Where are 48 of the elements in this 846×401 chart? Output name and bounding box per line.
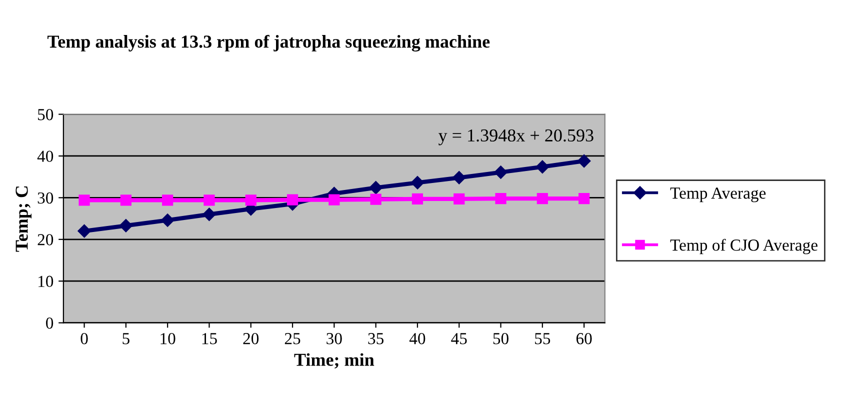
- point: [162, 194, 174, 206]
- point: [536, 160, 550, 174]
- x-tick-label: 10: [160, 333, 176, 344]
- point: [410, 176, 424, 190]
- point: [495, 192, 506, 204]
- y-tick-label: 40: [37, 150, 54, 162]
- point: [119, 219, 133, 232]
- point: [577, 154, 591, 168]
- point: [454, 193, 465, 204]
- point: [204, 194, 215, 206]
- y-tick-label: 10: [38, 276, 54, 288]
- annotation: y = 1.3948x + 20.593: [438, 129, 594, 146]
- y-tick-label: 30: [38, 192, 54, 204]
- point: [245, 194, 256, 206]
- chart-title: Temp analysis at 13.3 rpm of jatropha squeezing machine: [47, 34, 490, 52]
- x-tick-label: 35: [368, 333, 384, 344]
- x-tick-label: 0: [80, 333, 88, 344]
- x-tick-label: 50: [493, 333, 508, 344]
- legend-label: Temp Average: [670, 188, 766, 202]
- x-axis-title: Time; min: [294, 353, 374, 369]
- y-axis-title: Temp; C: [16, 186, 32, 252]
- x-tick-label: 15: [202, 333, 217, 344]
- x-tick-label: 30: [326, 333, 342, 344]
- x-tick-label: 25: [284, 333, 300, 344]
- x-tick-label: 20: [243, 333, 259, 344]
- point: [494, 166, 508, 179]
- x-tick-label: 40: [409, 333, 426, 344]
- point: [286, 194, 298, 206]
- point: [78, 194, 90, 206]
- point: [78, 224, 91, 238]
- point: [536, 192, 548, 204]
- x-tick-label: 55: [535, 333, 550, 344]
- point: [120, 194, 132, 206]
- point: [369, 181, 382, 194]
- point: [160, 214, 174, 227]
- point: [452, 171, 466, 184]
- y-tick-label: 20: [38, 234, 54, 246]
- point: [328, 194, 340, 206]
- x-tick-label: 45: [451, 333, 467, 344]
- x-tick-label: 60: [576, 333, 592, 344]
- y-tick-label: 50: [38, 108, 54, 120]
- x-tick-label: 5: [122, 333, 130, 344]
- legend-label: Temp of CJO Average: [670, 238, 818, 254]
- point: [202, 208, 216, 221]
- point: [412, 193, 424, 204]
- point: [370, 194, 382, 205]
- point: [578, 192, 590, 204]
- y-tick-label: 0: [46, 318, 54, 329]
